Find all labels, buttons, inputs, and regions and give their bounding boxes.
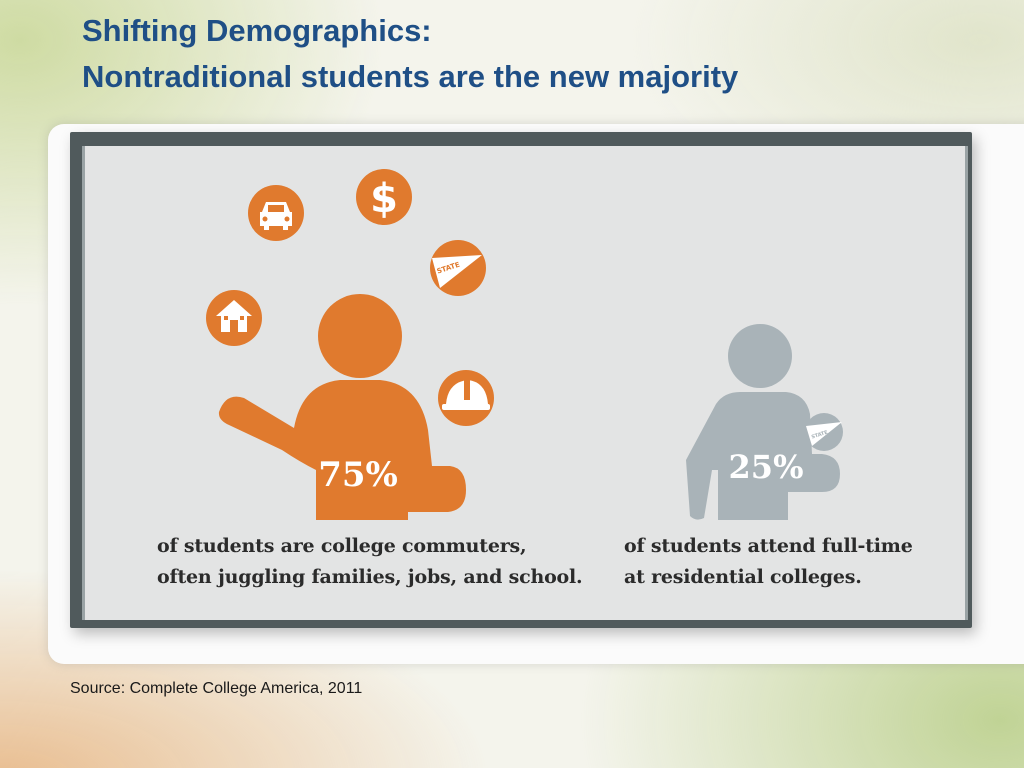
infographic-panel	[82, 146, 968, 620]
residential-percent: 25%	[729, 448, 804, 486]
title-line-1: Shifting Demographics:	[82, 13, 432, 48]
dollar-icon: $	[356, 169, 412, 225]
pennant-text-small: STATE	[811, 429, 830, 440]
slide-title: Shifting Demographics: Nontraditional st…	[82, 8, 738, 100]
state-pennant-icon: STATE	[430, 240, 486, 296]
commuter-caption-line-2: often juggling families, jobs, and schoo…	[157, 566, 583, 588]
commuter-student-figure: 75%	[218, 294, 466, 520]
residential-caption-line-1: of students attend full-time	[624, 535, 913, 557]
commuter-percent: 75%	[318, 455, 398, 495]
commuter-caption: of students are college commuters, often…	[157, 531, 583, 593]
house-icon	[206, 290, 262, 346]
hard-hat-icon	[438, 370, 494, 426]
car-icon	[248, 185, 304, 241]
commuter-body	[218, 380, 466, 520]
residential-head	[728, 324, 792, 388]
source-citation: Source: Complete College America, 2011	[70, 680, 363, 697]
residential-caption: of students attend full-time at resident…	[624, 531, 913, 593]
commuter-head	[318, 294, 402, 378]
residential-body	[686, 392, 840, 520]
commuter-caption-line-1: of students are college commuters,	[157, 535, 527, 557]
residential-student-figure: 25%	[686, 324, 840, 520]
residential-caption-line-2: at residential colleges.	[624, 566, 862, 588]
svg-text:$: $	[370, 176, 398, 222]
title-line-2: Nontraditional students are the new majo…	[82, 59, 739, 94]
state-pennant-icon: STATE	[805, 413, 843, 451]
